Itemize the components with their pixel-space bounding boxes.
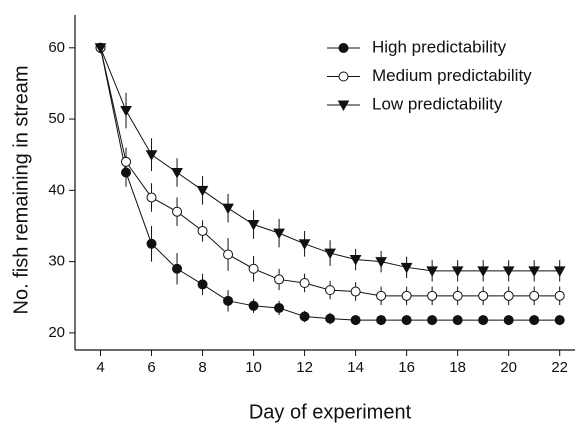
x-tick-label: 8	[198, 359, 206, 376]
y-axis-label: No. fish remaining in stream	[10, 66, 32, 315]
y-tick-label: 20	[48, 324, 65, 341]
data-point	[172, 206, 183, 217]
data-point	[502, 266, 515, 277]
data-point	[478, 315, 489, 326]
legend-label: Medium predictability	[372, 66, 532, 85]
legend-marker	[337, 100, 350, 112]
data-point	[222, 203, 234, 215]
x-tick-label: 10	[245, 359, 262, 376]
data-point	[503, 290, 514, 301]
data-point	[274, 274, 285, 285]
data-point	[529, 315, 540, 326]
x-tick-label: 16	[398, 359, 415, 376]
data-point	[120, 106, 132, 117]
data-point	[503, 315, 514, 326]
data-point	[299, 278, 310, 288]
data-point	[350, 315, 361, 326]
data-point	[248, 263, 259, 274]
data-point	[197, 225, 208, 236]
x-tick-label: 22	[551, 359, 568, 376]
data-point	[452, 290, 463, 301]
data-point	[478, 290, 489, 301]
data-point	[325, 313, 336, 324]
x-tick-label: 6	[147, 359, 155, 376]
data-point	[349, 254, 362, 266]
data-point	[529, 290, 540, 301]
legend-marker	[338, 43, 349, 53]
data-point	[94, 43, 107, 54]
data-point	[427, 290, 438, 301]
data-point	[223, 249, 234, 260]
data-point	[146, 192, 157, 203]
data-point	[554, 315, 565, 326]
data-point	[553, 266, 566, 277]
data-point	[401, 290, 412, 301]
data-point	[325, 285, 336, 296]
data-point	[451, 266, 464, 277]
data-point	[324, 248, 336, 260]
data-point	[401, 315, 412, 326]
data-point	[375, 257, 387, 268]
legend-label: High predictability	[372, 37, 507, 56]
y-tick-label: 40	[48, 181, 65, 198]
data-point	[452, 315, 463, 326]
data-point	[427, 315, 438, 326]
data-point	[376, 290, 387, 301]
data-point	[121, 156, 132, 167]
x-tick-label: 12	[296, 359, 313, 376]
data-point	[298, 239, 311, 250]
data-point	[376, 315, 387, 326]
x-tick-label: 14	[347, 359, 364, 376]
x-tick-label: 4	[96, 359, 104, 376]
legend-marker	[338, 71, 349, 82]
data-point	[172, 263, 183, 274]
data-point	[273, 228, 285, 240]
data-point	[223, 295, 234, 306]
data-point	[426, 266, 438, 277]
data-point	[528, 266, 541, 277]
data-point	[350, 286, 361, 297]
data-point	[477, 266, 490, 277]
data-point	[196, 185, 209, 197]
data-point	[248, 300, 259, 311]
data-point	[171, 168, 183, 179]
data-point	[274, 302, 285, 313]
series-line	[100, 47, 560, 321]
data-point	[145, 150, 158, 161]
y-tick-label: 60	[48, 39, 65, 56]
data-point	[247, 220, 260, 231]
data-point	[146, 238, 157, 249]
data-point	[554, 290, 565, 301]
data-point	[299, 311, 310, 322]
data-point	[197, 279, 208, 290]
y-tick-label: 50	[48, 110, 65, 127]
x-axis-label: Day of experiment	[249, 401, 412, 423]
y-tick-label: 30	[48, 253, 65, 270]
data-point	[400, 262, 413, 274]
legend-label: Low predictability	[372, 94, 503, 113]
x-tick-label: 20	[500, 359, 517, 376]
x-tick-label: 18	[449, 359, 466, 376]
